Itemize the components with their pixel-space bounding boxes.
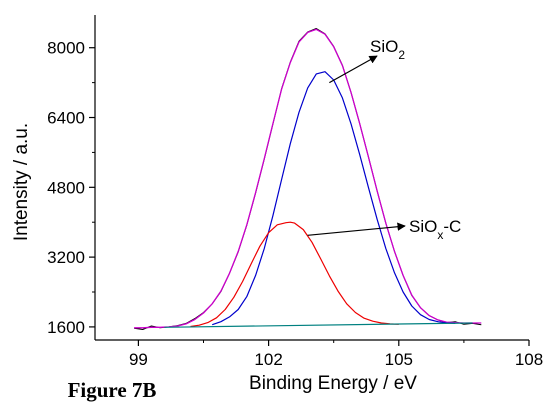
y-tick-label: 4800: [47, 178, 85, 197]
series-sio2-line: [212, 71, 456, 326]
x-tick-label: 102: [254, 350, 282, 369]
y-axis-title: Intensity / a.u.: [11, 123, 32, 241]
x-axis-title: Binding Energy / eV: [249, 373, 417, 394]
annotation-label: SiO2: [370, 37, 405, 62]
series-envelope-line: [134, 28, 482, 329]
series-raw-line: [134, 28, 482, 330]
annotation-label: SiOx-C: [409, 217, 461, 242]
y-tick-label: 6400: [47, 109, 85, 128]
x-tick-label: 105: [385, 350, 413, 369]
figure-label: Figure 7B: [68, 378, 157, 402]
series-siox_c-line: [190, 221, 399, 328]
annotation-arrow: [329, 55, 378, 84]
y-tick-label: 3200: [47, 248, 85, 267]
y-tick-label: 8000: [47, 39, 85, 58]
series-background-line: [164, 322, 473, 328]
x-tick-label: 108: [515, 350, 543, 369]
annotation-arrow: [307, 222, 406, 236]
y-tick-label: 1600: [47, 318, 85, 337]
x-tick-label: 99: [129, 350, 148, 369]
